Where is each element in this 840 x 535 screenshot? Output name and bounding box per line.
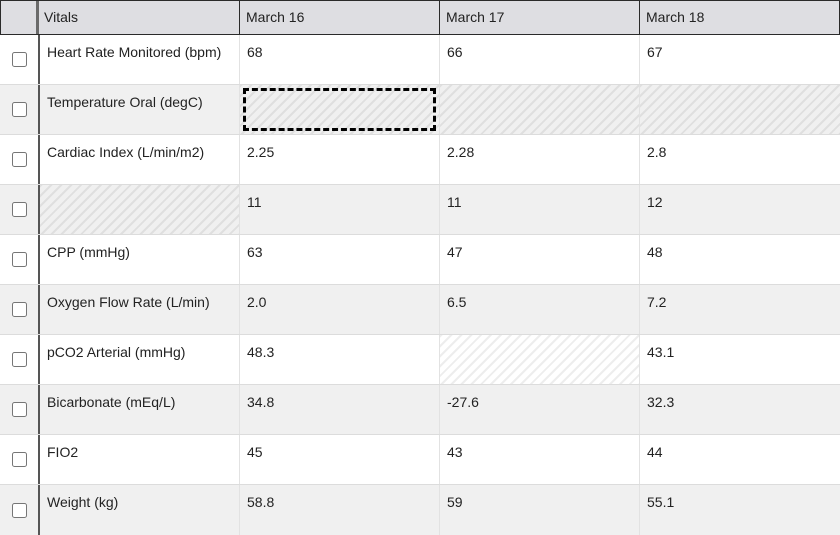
vital-name-cell[interactable]: FIO2 xyxy=(40,435,240,484)
row-select-cell xyxy=(0,385,40,434)
empty-cell[interactable] xyxy=(440,335,640,384)
value-cell[interactable]: 48.3 xyxy=(240,335,440,384)
empty-vital-name-cell[interactable] xyxy=(40,185,240,234)
row-select-cell xyxy=(0,185,40,234)
grid-header: Vitals March 16 March 17 March 18 xyxy=(0,0,840,35)
value-cell[interactable]: 7.2 xyxy=(647,294,667,310)
row-select-cell xyxy=(0,235,40,284)
row-checkbox[interactable] xyxy=(11,102,27,117)
value-cell[interactable]: 2.28 xyxy=(440,135,640,184)
value-cell[interactable]: 11 xyxy=(240,185,440,234)
row-checkbox[interactable] xyxy=(11,152,27,167)
value-cell[interactable]: 2.0 xyxy=(240,285,440,334)
vital-name-cell[interactable]: pCO2 Arterial (mmHg) xyxy=(40,335,240,384)
value-cell[interactable]: 47 xyxy=(440,235,640,284)
vital-name-cell[interactable]: CPP (mmHg) xyxy=(40,235,240,284)
value-cell[interactable]: 58.8 xyxy=(240,485,440,535)
vital-name-cell[interactable]: Bicarbonate (mEq/L) xyxy=(40,385,240,434)
table-row: Temperature Oral (degC) xyxy=(0,85,840,135)
row-select-cell xyxy=(0,135,40,184)
table-row: Oxygen Flow Rate (L/min) 2.0 6.5 7.2 xyxy=(0,285,840,335)
value-cell[interactable]: 34.8 xyxy=(240,385,440,434)
value-cell[interactable]: 67 xyxy=(647,44,663,60)
value-cell[interactable]: 44 xyxy=(647,444,663,460)
value-cell[interactable]: 11 xyxy=(440,185,640,234)
vital-name-cell[interactable]: Heart Rate Monitored (bpm) xyxy=(40,35,240,84)
row-select-cell xyxy=(0,285,40,334)
value-cell[interactable]: 32.3 xyxy=(647,394,675,410)
vital-name-cell[interactable]: Oxygen Flow Rate (L/min) xyxy=(40,285,240,334)
value-cell[interactable]: 2.25 xyxy=(240,135,440,184)
grid-body: Heart Rate Monitored (bpm) 68 66 67 Temp… xyxy=(0,35,840,535)
value-cell[interactable]: 48 xyxy=(647,244,663,260)
selected-empty-cell[interactable] xyxy=(240,85,440,134)
value-cell[interactable]: 55.1 xyxy=(647,494,675,510)
vital-name-cell[interactable]: Temperature Oral (degC) xyxy=(40,85,240,134)
row-select-cell xyxy=(0,485,40,535)
value-cell[interactable]: 6.5 xyxy=(440,285,640,334)
row-select-cell xyxy=(0,435,40,484)
empty-cell[interactable] xyxy=(640,85,840,134)
row-checkbox[interactable] xyxy=(11,202,27,217)
row-select-cell xyxy=(0,335,40,384)
header-select-column xyxy=(1,1,39,34)
table-row: pCO2 Arterial (mmHg) 48.3 43.1 xyxy=(0,335,840,385)
value-cell[interactable]: 59 xyxy=(440,485,640,535)
row-checkbox[interactable] xyxy=(11,302,27,317)
value-cell[interactable]: -27.6 xyxy=(440,385,640,434)
header-date-2[interactable]: March 17 xyxy=(440,1,640,34)
table-row: Heart Rate Monitored (bpm) 68 66 67 xyxy=(0,35,840,85)
row-checkbox[interactable] xyxy=(11,352,27,367)
table-row: Bicarbonate (mEq/L) 34.8 -27.6 32.3 xyxy=(0,385,840,435)
header-date-3[interactable]: March 18 xyxy=(646,9,705,25)
table-row: FIO2 45 43 44 xyxy=(0,435,840,485)
row-checkbox[interactable] xyxy=(11,52,27,67)
value-cell[interactable]: 66 xyxy=(440,35,640,84)
row-select-cell xyxy=(0,35,40,84)
value-cell[interactable]: 43.1 xyxy=(647,344,675,360)
table-row: 11 11 12 xyxy=(0,185,840,235)
empty-cell[interactable] xyxy=(440,85,640,134)
row-checkbox[interactable] xyxy=(11,502,27,518)
table-row: Weight (kg) 58.8 59 55.1 xyxy=(0,485,840,535)
value-cell[interactable]: 63 xyxy=(240,235,440,284)
header-date-1[interactable]: March 16 xyxy=(240,1,440,34)
value-cell[interactable]: 43 xyxy=(440,435,640,484)
row-checkbox[interactable] xyxy=(11,452,27,467)
row-checkbox[interactable] xyxy=(11,402,27,417)
table-row: CPP (mmHg) 63 47 48 xyxy=(0,235,840,285)
header-vitals[interactable]: Vitals xyxy=(39,1,240,34)
vital-name-cell[interactable]: Cardiac Index (L/min/m2) xyxy=(40,135,240,184)
value-cell[interactable]: 12 xyxy=(647,194,663,210)
value-cell[interactable]: 45 xyxy=(240,435,440,484)
row-checkbox[interactable] xyxy=(11,252,27,267)
value-cell[interactable]: 2.8 xyxy=(647,144,667,160)
value-cell[interactable]: 68 xyxy=(240,35,440,84)
vital-name-cell[interactable]: Weight (kg) xyxy=(40,485,240,535)
row-select-cell xyxy=(0,85,40,134)
table-row: Cardiac Index (L/min/m2) 2.25 2.28 2.8 xyxy=(0,135,840,185)
